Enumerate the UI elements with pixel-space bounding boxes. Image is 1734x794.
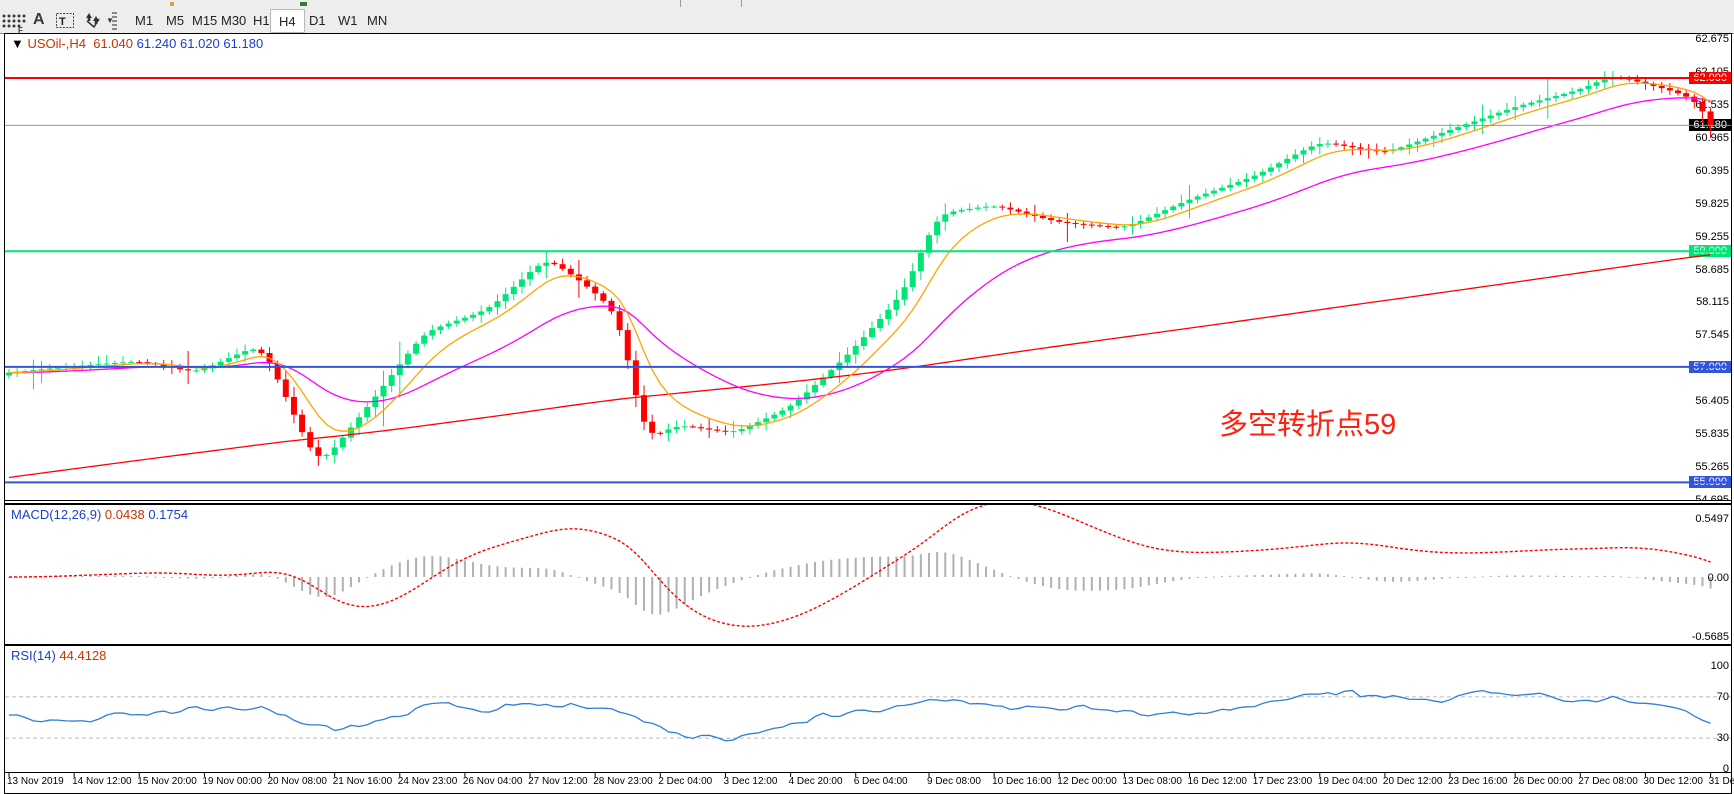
svg-text:T: T xyxy=(59,16,66,28)
